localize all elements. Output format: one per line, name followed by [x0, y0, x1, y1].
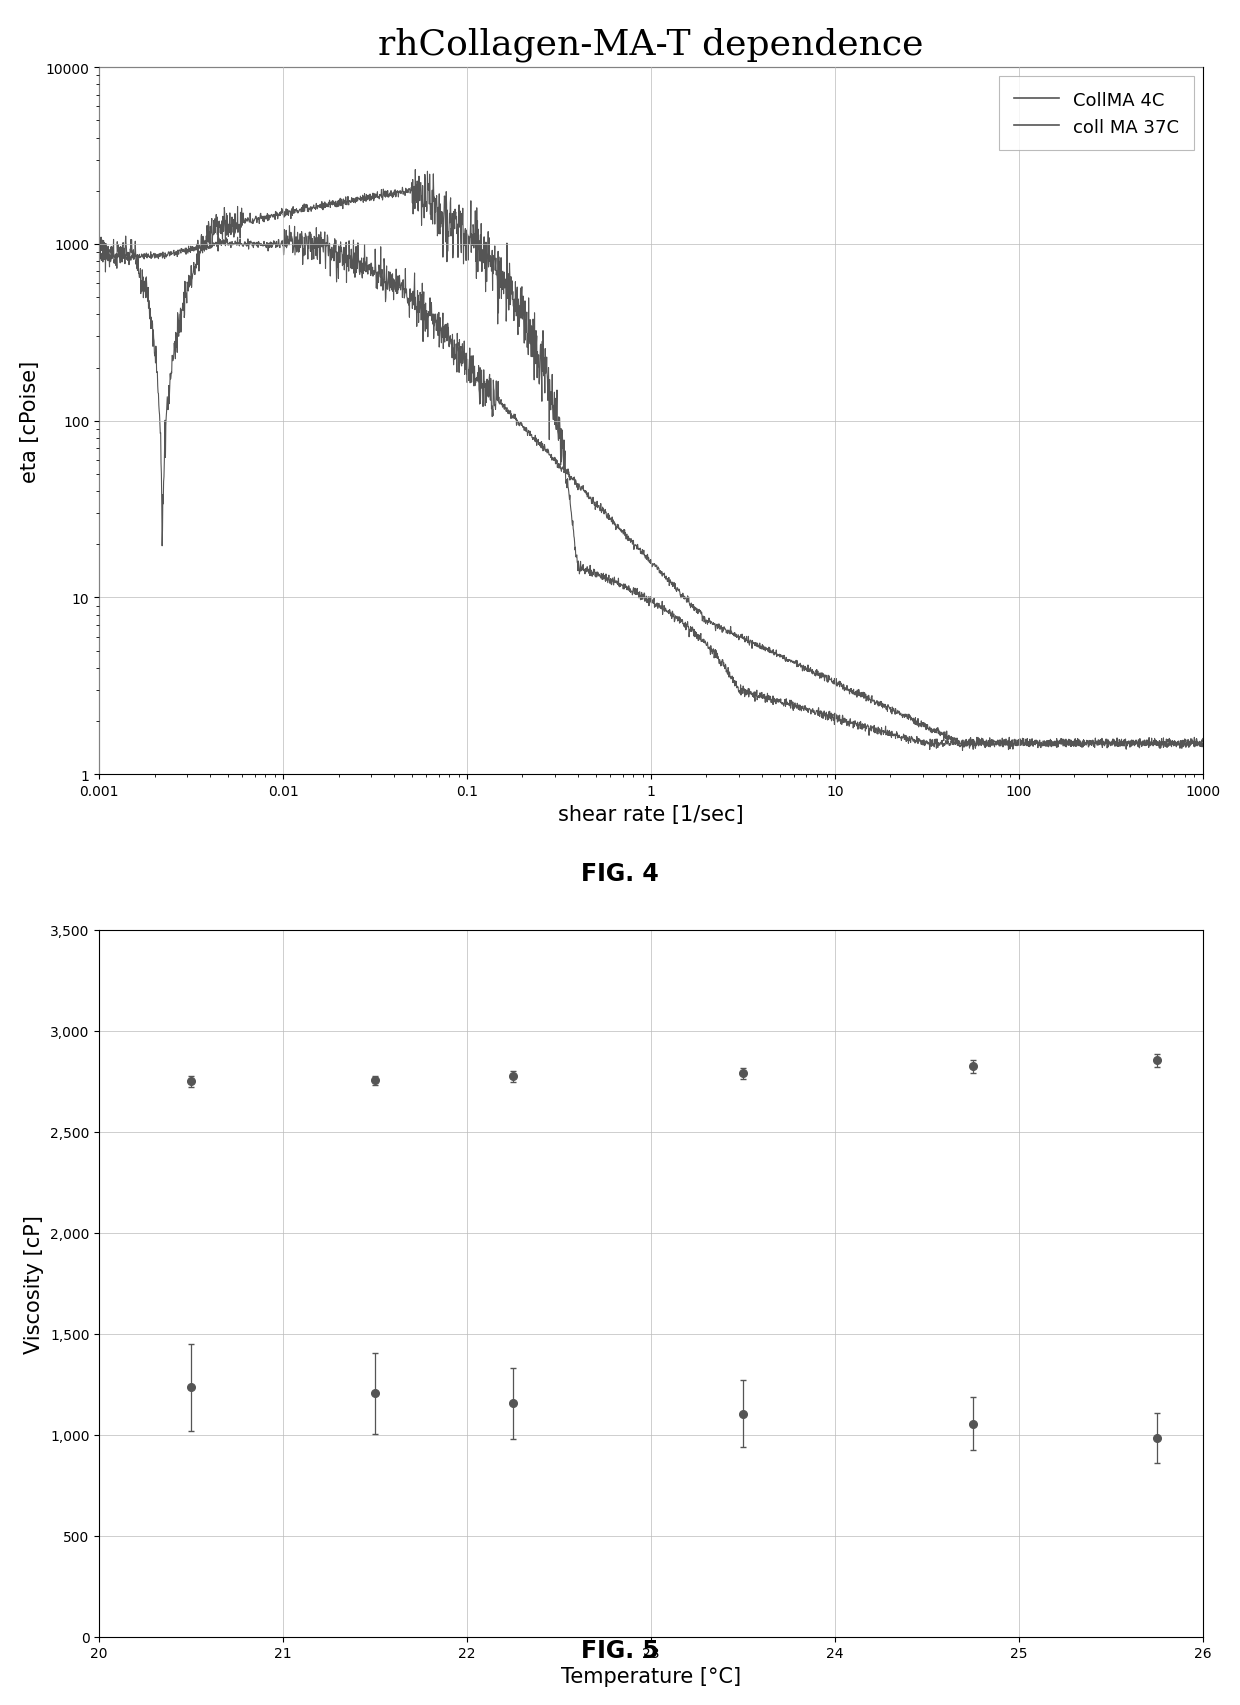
Text: FIG. 5: FIG. 5 — [582, 1639, 658, 1662]
X-axis label: Temperature [°C]: Temperature [°C] — [560, 1666, 742, 1686]
Title: rhCollagen-MA-T dependence: rhCollagen-MA-T dependence — [378, 27, 924, 61]
Legend: CollMA 4C, coll MA 37C: CollMA 4C, coll MA 37C — [999, 77, 1194, 152]
Text: FIG. 4: FIG. 4 — [582, 861, 658, 885]
X-axis label: shear rate [1/sec]: shear rate [1/sec] — [558, 805, 744, 824]
Y-axis label: Viscosity [cP]: Viscosity [cP] — [25, 1214, 45, 1352]
Y-axis label: eta [cPoise]: eta [cPoise] — [20, 360, 40, 483]
